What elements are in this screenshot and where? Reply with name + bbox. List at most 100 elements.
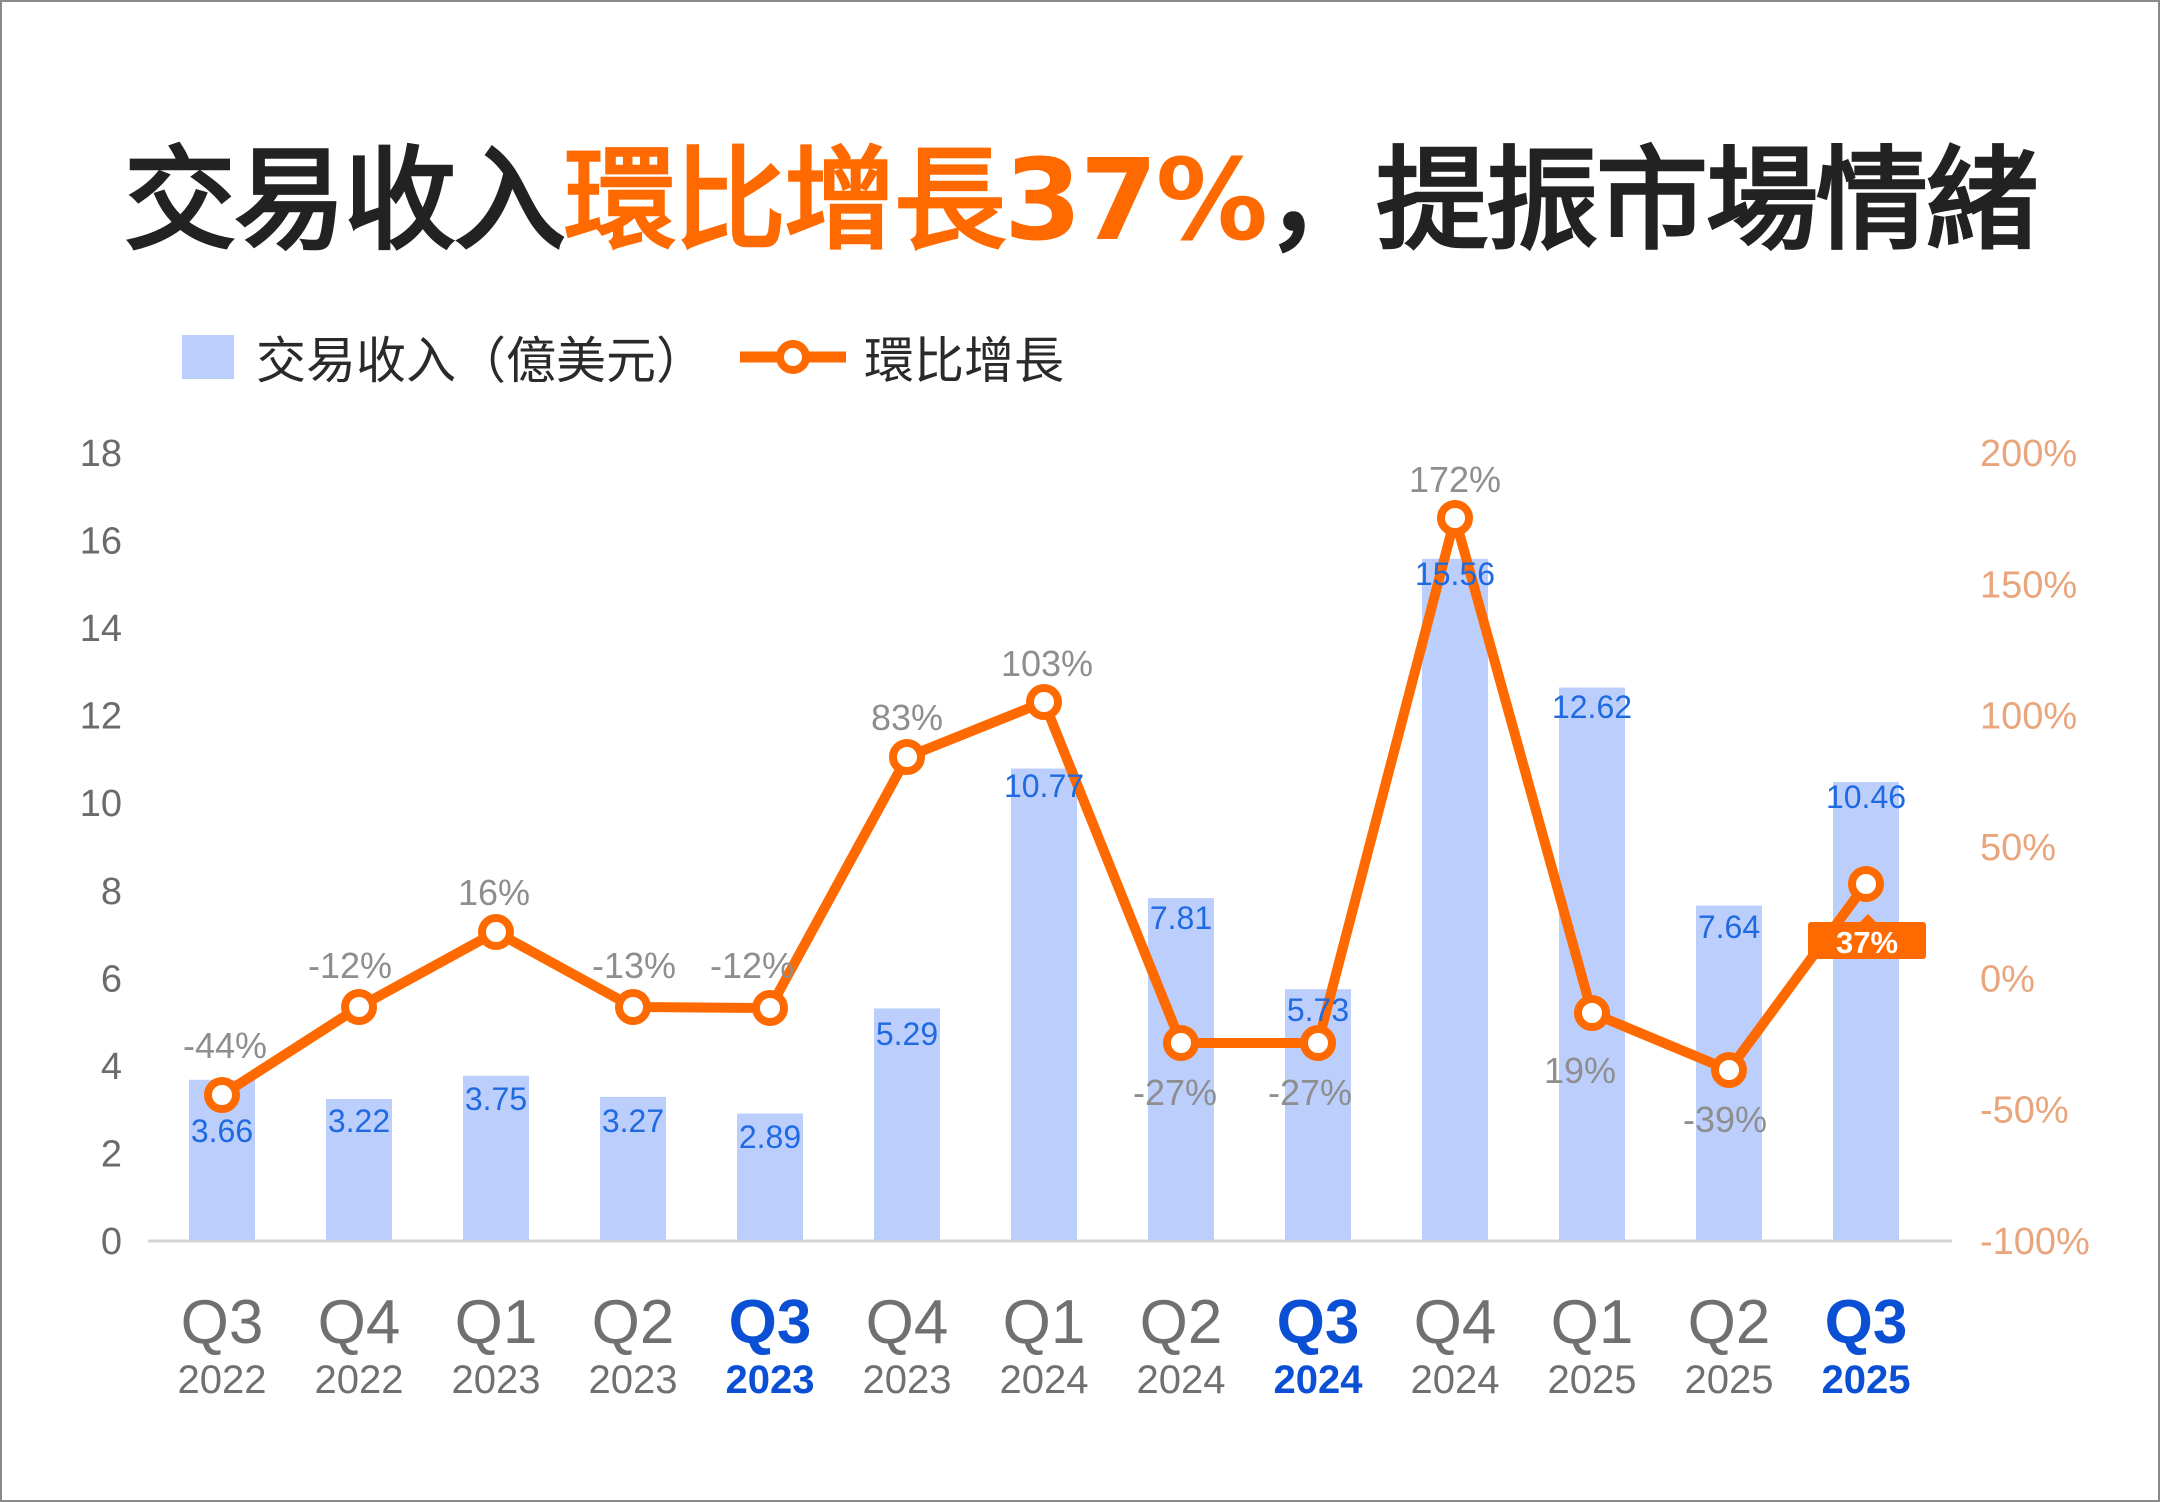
growth-value-label: -27% [1133,1072,1217,1113]
left-axis-tick: 18 [80,433,122,475]
callout-pointer-icon [1860,914,1876,922]
line-marker-icon [341,989,377,1025]
growth-value-label: -27% [1268,1072,1352,1113]
bar [1148,898,1214,1240]
growth-value-label: -12% [710,945,794,986]
growth-value-label: 19% [1544,1050,1616,1091]
bar [1559,687,1625,1240]
chart-legend: 交易收入（億美元） 環比增長 [182,322,1064,392]
bar-value-label: 3.22 [328,1103,390,1139]
right-axis-tick: -100% [1980,1221,2090,1263]
line-marker-icon [1574,995,1610,1031]
growth-value-label: -13% [592,945,676,986]
bar-value-label: 3.66 [191,1113,253,1149]
x-year-label: 2022 [178,1358,267,1402]
bar-swatch-icon [182,335,234,379]
left-axis-tick: 0 [101,1221,122,1263]
title-part1: 交易收入 [123,136,566,266]
x-quarter-label: Q3 [1277,1288,1360,1357]
bar-value-label: 2.89 [739,1119,801,1155]
x-quarter-label: Q2 [1140,1288,1223,1357]
x-quarter-label: Q4 [1414,1288,1497,1357]
line-marker-icon [1163,1025,1199,1061]
x-quarter-label: Q2 [592,1288,675,1357]
x-year-label: 2023 [863,1358,952,1402]
x-year-label: 2023 [589,1358,678,1402]
bar [463,1075,529,1240]
title-highlight: 環比增長37% [563,136,1268,266]
line-marker-icon [1711,1052,1747,1088]
growth-value-label: 16% [458,872,530,913]
bar [874,1008,940,1240]
x-quarter-label: Q3 [1825,1288,1908,1357]
bar [1011,768,1077,1240]
line-marker-icon [1848,866,1884,902]
growth-value-label: 172% [1409,459,1501,500]
line-marker-icon [740,340,846,374]
left-axis-tick: 8 [101,871,122,913]
callout-box [1808,922,1926,959]
left-axis-tick: 6 [101,958,122,1000]
bar-value-label: 5.29 [876,1016,938,1052]
line-marker-icon [752,990,788,1026]
x-year-label: 2022 [315,1358,404,1402]
x-year-label: 2023 [726,1358,815,1402]
growth-value-label: -39% [1683,1099,1767,1140]
x-year-label: 2025 [1685,1358,1774,1402]
bar [737,1113,803,1240]
growth-value-label: -12% [308,945,392,986]
left-axis-tick: 14 [80,608,122,650]
left-axis-tick: 2 [101,1133,122,1175]
bar-value-label: 3.75 [465,1081,527,1117]
bar-value-label: 10.77 [1004,768,1084,804]
bar [1422,558,1488,1240]
left-axis-tick: 10 [80,783,122,825]
bar-value-label: 7.64 [1698,909,1760,945]
legend-line-label: 環比增長 [864,332,1064,390]
x-quarter-label: Q2 [1688,1288,1771,1357]
bar [326,1099,392,1240]
right-axis-tick: -50% [1980,1090,2069,1132]
left-axis-tick: 4 [101,1046,122,1088]
growth-value-label: 83% [871,697,943,738]
x-year-label: 2024 [1137,1358,1226,1402]
line-marker-icon [478,914,514,950]
right-axis-tick: 150% [1980,564,2077,606]
x-year-label: 2024 [1274,1358,1364,1402]
title-part2: ，提振市場情緒 [1266,136,2038,266]
line-marker-icon [1026,684,1062,720]
bar-value-label: 15.56 [1415,556,1495,592]
bar-value-label: 3.27 [602,1103,664,1139]
bar-value-label: 12.62 [1552,689,1632,725]
bar-value-label: 7.81 [1150,900,1212,936]
line-marker-icon [204,1077,240,1113]
left-axis-tick: 12 [80,696,122,738]
x-year-label: 2024 [1411,1358,1500,1402]
left-axis-tick: 16 [80,521,122,563]
bar [600,1096,666,1240]
legend-bar-label: 交易收入（億美元） [256,332,706,390]
x-quarter-label: Q3 [729,1288,812,1357]
x-quarter-label: Q1 [1551,1288,1634,1357]
bar-value-label: 5.73 [1287,992,1349,1028]
right-axis-tick: 100% [1980,696,2077,738]
right-axis-tick: 50% [1980,827,2056,869]
right-axis-tick: 200% [1980,433,2077,475]
x-quarter-label: Q4 [866,1288,949,1357]
line-marker-icon [889,739,925,775]
callout-label: 37% [1836,925,1898,960]
line-marker-icon [1300,1025,1336,1061]
x-quarter-label: Q1 [1003,1288,1086,1357]
bar-value-label: 10.46 [1826,779,1906,815]
line-marker-icon [615,989,651,1025]
right-axis-tick: 0% [1980,958,2035,1000]
x-year-label: 2025 [1548,1358,1637,1402]
x-quarter-label: Q3 [181,1288,264,1357]
growth-value-label: 103% [1001,643,1093,684]
x-quarter-label: Q1 [455,1288,538,1357]
growth-value-label: -44% [183,1025,267,1066]
x-year-label: 2025 [1822,1358,1911,1402]
x-quarter-label: Q4 [318,1288,401,1357]
